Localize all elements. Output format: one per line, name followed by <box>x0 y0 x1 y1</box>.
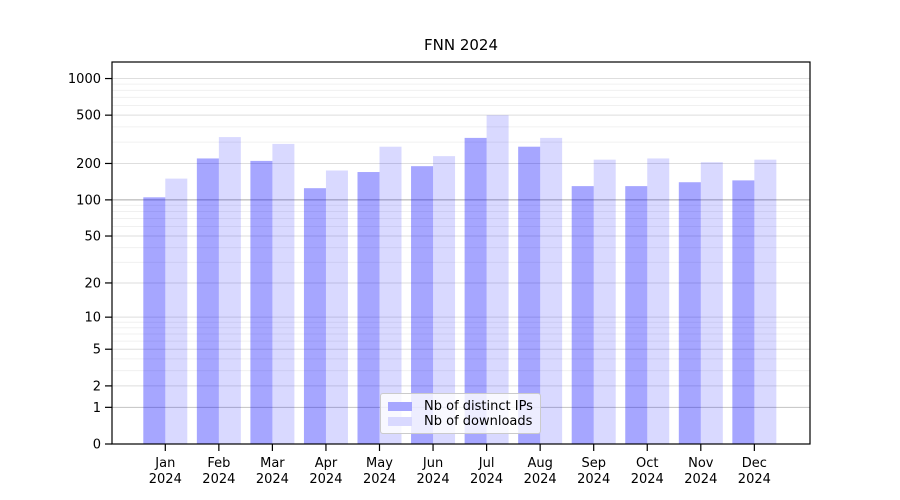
legend: Nb of distinct IPs Nb of downloads <box>380 393 541 434</box>
bar-jul-series0 <box>464 137 487 445</box>
bar-jul-series1 <box>486 115 509 445</box>
x-tick-label-year: 2024 <box>738 472 771 487</box>
x-tick-label-year: 2024 <box>363 472 396 487</box>
bar-apr-series0 <box>303 188 326 444</box>
legend-label: Nb of distinct IPs <box>424 399 533 414</box>
y-tick-label: 5 <box>93 343 101 358</box>
x-tick-label-year: 2024 <box>309 472 342 487</box>
x-tick-label-month: Aug <box>527 456 552 471</box>
x-tick-label-month: Nov <box>688 456 714 471</box>
x-tick-label-year: 2024 <box>256 472 289 487</box>
legend-swatch-distinct-ips <box>388 402 412 411</box>
bar-may-series1 <box>379 146 402 445</box>
bar-nov-series0 <box>678 182 701 445</box>
y-tick-label: 10 <box>84 311 101 326</box>
y-tick-label: 1000 <box>68 72 101 87</box>
legend-swatch-downloads <box>388 417 412 426</box>
y-tick-label: 500 <box>76 109 101 124</box>
bar-mar-series1 <box>272 143 295 444</box>
x-tick-label-month: Apr <box>315 456 338 471</box>
legend-item: Nb of distinct IPs <box>388 399 533 414</box>
bar-mar-series0 <box>250 160 273 444</box>
plot-frame <box>111 61 811 445</box>
bar-jan-series1 <box>165 178 188 445</box>
bar-jun-series1 <box>433 156 456 444</box>
bar-sep-series0 <box>571 186 594 444</box>
y-tick-label: 1 <box>93 401 101 416</box>
x-tick-label-month: Mar <box>260 456 285 471</box>
bar-jan-series0 <box>143 197 166 444</box>
x-tick-label-month: Feb <box>207 456 230 471</box>
bar-dec-series1 <box>754 159 777 445</box>
y-tick-label: 200 <box>76 157 101 172</box>
x-tick-label-year: 2024 <box>149 472 182 487</box>
y-tick-label: 50 <box>84 230 101 245</box>
bar-nov-series1 <box>700 162 723 445</box>
x-tick-label-year: 2024 <box>577 472 610 487</box>
bar-apr-series1 <box>325 170 348 444</box>
y-tick-label: 2 <box>93 379 101 394</box>
y-tick-label: 20 <box>84 276 101 291</box>
bar-dec-series0 <box>732 180 755 444</box>
bar-feb-series1 <box>218 137 241 444</box>
bar-jun-series0 <box>411 166 434 444</box>
bar-sep-series1 <box>593 159 616 445</box>
legend-label: Nb of downloads <box>424 414 533 429</box>
y-tick-label: 0 <box>93 438 101 453</box>
x-tick-label-month: Dec <box>742 456 767 471</box>
x-tick-label-year: 2024 <box>684 472 717 487</box>
x-tick-label-year: 2024 <box>470 472 503 487</box>
bar-aug-series0 <box>518 146 541 445</box>
legend-item: Nb of downloads <box>388 414 532 429</box>
x-tick-label-month: Jun <box>422 456 443 471</box>
y-tick-label: 100 <box>76 193 101 208</box>
bar-aug-series1 <box>540 137 563 445</box>
x-tick-label-month: Sep <box>581 456 606 471</box>
x-tick-label-year: 2024 <box>417 472 450 487</box>
x-tick-label-month: May <box>366 456 393 471</box>
x-tick-label-month: Jan <box>154 456 175 471</box>
chart-title: FNN 2024 <box>423 36 498 54</box>
bar-may-series0 <box>357 172 380 445</box>
x-tick-label-month: Oct <box>636 456 658 471</box>
bar-oct-series0 <box>625 186 648 444</box>
x-tick-label-year: 2024 <box>524 472 557 487</box>
x-tick-label-year: 2024 <box>631 472 664 487</box>
x-tick-label-month: Jul <box>478 456 495 471</box>
bar-oct-series1 <box>647 158 670 445</box>
x-tick-label-year: 2024 <box>202 472 235 487</box>
bar-feb-series0 <box>196 158 219 445</box>
